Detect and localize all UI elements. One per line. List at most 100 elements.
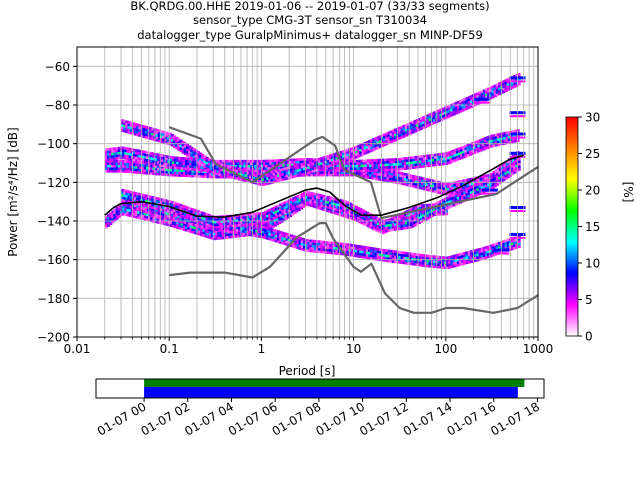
pdf-cell	[383, 251, 387, 255]
pdf-cell	[470, 180, 475, 183]
pdf-cell	[417, 123, 421, 126]
pdf-cell	[205, 161, 209, 165]
pdf-cell	[503, 137, 507, 140]
pdf-cell	[202, 231, 206, 235]
pdf-cell	[376, 138, 380, 142]
pdf-cell	[157, 197, 161, 201]
pdf-cell	[389, 249, 393, 253]
pdf-cell	[359, 247, 363, 251]
pdf-cell	[246, 213, 250, 216]
pdf-cell	[371, 159, 375, 162]
pdf-cell	[423, 164, 427, 168]
pdf-cell	[479, 148, 483, 152]
pdf-cell	[126, 208, 130, 212]
pdf-cell	[349, 164, 353, 168]
pdf-cell	[139, 152, 143, 156]
pdf-cell	[334, 171, 338, 174]
pdf-cell	[455, 150, 459, 154]
pdf-cell	[311, 202, 315, 205]
pdf-cell	[506, 78, 510, 81]
pdf-cell	[466, 149, 470, 152]
pdf-cell	[326, 243, 330, 247]
pdf-cell	[285, 233, 289, 236]
pdf-cell	[448, 263, 452, 267]
psd-plot: 0.01 0.1 1 10 100 1000 −200−180−160−140−120−1…	[6, 46, 553, 378]
pdf-cell	[173, 204, 177, 207]
pdf-cell	[499, 140, 503, 143]
pdf-cell	[170, 133, 174, 137]
pdf-cell	[298, 199, 302, 202]
pdf-cell	[294, 196, 298, 199]
pdf-cell	[465, 253, 469, 257]
pdf-cell	[491, 95, 495, 99]
pdf-cell	[246, 228, 250, 231]
pdf-cell	[210, 234, 215, 237]
pdf-cell	[274, 210, 278, 214]
pdf-cell	[506, 246, 510, 249]
pdf-cell	[422, 259, 426, 262]
pdf-cell	[176, 174, 180, 177]
pdf-cell	[451, 186, 455, 190]
pdf-cell	[423, 180, 427, 183]
pdf-cell	[338, 169, 342, 172]
pdf-cell	[161, 164, 165, 168]
pdf-cell	[329, 251, 333, 255]
pdf-cell	[509, 138, 514, 141]
pdf-cell	[493, 84, 497, 88]
pdf-cell	[437, 255, 441, 259]
pdf-cell	[150, 154, 154, 158]
pdf-cell	[253, 181, 257, 185]
pdf-cell	[261, 233, 265, 236]
pdf-cell	[355, 254, 359, 258]
pdf-cell	[440, 157, 444, 161]
pdf-cell	[436, 163, 440, 166]
pdf-cell	[122, 205, 126, 208]
pdf-cell	[212, 225, 216, 229]
pdf-cell	[132, 148, 137, 152]
pdf-cell	[151, 203, 155, 207]
pdf-cell	[240, 229, 244, 233]
pdf-cell	[232, 232, 236, 236]
pdf-cell	[450, 257, 454, 261]
pdf-cell	[186, 154, 190, 157]
pdf-cell	[469, 100, 473, 103]
pdf-cell	[465, 256, 469, 259]
pdf-cell	[218, 225, 222, 229]
pdf-cell	[169, 166, 173, 169]
pdf-cell	[336, 171, 340, 174]
pdf-cell	[202, 175, 206, 178]
pdf-cell	[440, 212, 444, 216]
pdf-cell	[135, 154, 139, 157]
pdf-cell	[463, 259, 467, 263]
pdf-cell	[381, 134, 385, 137]
pdf-cell	[378, 135, 382, 138]
pdf-cell	[506, 238, 510, 242]
pdf-cell	[183, 205, 187, 209]
pdf-cell	[271, 159, 275, 163]
pdf-cell	[346, 253, 350, 256]
pdf-cell	[316, 166, 320, 169]
pdf-cell	[286, 158, 290, 162]
pdf-cell	[466, 146, 470, 150]
pdf-cell	[466, 154, 470, 157]
pdf-cell	[161, 170, 165, 174]
pdf-cell	[455, 183, 459, 186]
pdf-cell	[338, 211, 342, 214]
pdf-cell	[288, 161, 293, 164]
pdf-cell	[254, 164, 258, 168]
pdf-cell	[377, 230, 381, 233]
pdf-cell	[442, 182, 446, 185]
pdf-cell	[410, 184, 414, 188]
pdf-cell	[340, 173, 345, 177]
pdf-cell	[364, 173, 368, 176]
pdf-cell	[427, 188, 431, 192]
pdf-cell	[113, 216, 117, 219]
pdf-cell	[177, 215, 181, 218]
pdf-cell	[336, 210, 340, 213]
pdf-cell	[261, 183, 265, 186]
pdf-cell	[219, 231, 223, 235]
pdf-cell	[141, 214, 145, 218]
pdf-cell	[385, 259, 389, 262]
pdf-cell	[154, 167, 158, 171]
pdf-cell	[482, 246, 486, 250]
